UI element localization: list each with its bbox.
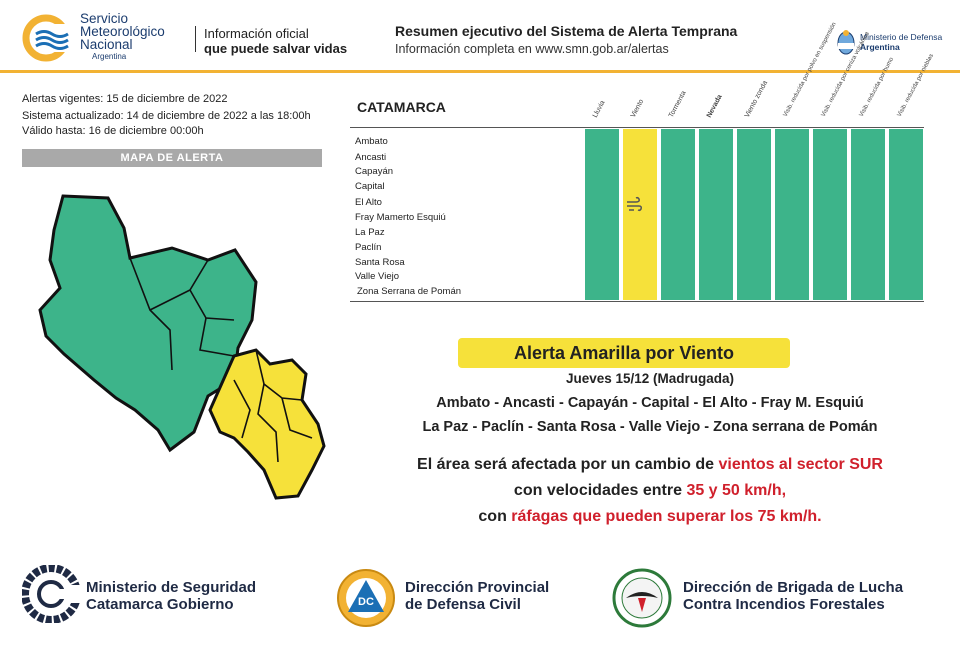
tagline: Información oficial que puede salvar vid… [204,26,347,56]
summary-title: Resumen ejecutivo del Sistema de Alerta … [395,23,738,39]
alert-level-cell-viento [623,129,657,300]
location-santa-rosa: Santa Rosa [355,257,405,268]
alert-zones-line1: Ambato - Ancasti - Capayán - Capital - E… [436,395,864,411]
smn-name-line1: Servicio [80,11,129,26]
civil-line2: de Defensa Civil [405,596,521,613]
smn-name: Servicio Meteorológico Nacional [80,11,165,52]
map-region-green [38,194,258,453]
brigada-name: Dirección de Brigada de Lucha Contra Inc… [683,579,903,613]
tagline-line1: Información oficial [204,26,309,41]
header-divider [195,26,196,52]
valid-until: Válido hasta: 16 de diciembre 00:00h [22,125,204,137]
location-la-paz: La Paz [355,227,385,238]
location-capayan: Capayán [355,166,394,177]
seguridad-line2: Catamarca Gobierno [86,596,234,613]
location-el-alto: El Alto [355,197,382,208]
header-accent-line [0,70,960,73]
defensa-civil-logo-icon: DC [337,569,395,627]
ministry-name: Ministerio de Defensa Argentina [860,32,942,52]
brigada-line2: Contra Incendios Forestales [683,596,885,613]
desc3-text: con [478,508,512,525]
alert-level-cell-tormenta [661,129,695,300]
location-zona-serrana-poman: Zona Serrana de Pomán [357,286,462,297]
defensa-civil-name: Dirección Provincial de Defensa Civil [405,579,549,613]
location-ambato: Ambato [355,136,388,147]
alert-validity-date: Alertas vigentes: 15 de diciembre de 202… [22,93,228,105]
desc1-text: El área será afectada por un cambio de [417,456,719,473]
alert-level-cell-visib-polvo [775,129,809,300]
location-valle-viejo: Valle Viejo [355,271,400,282]
alert-date: Jueves 15/12 (Madrugada) [565,371,735,386]
column-header-viento: Viento [629,98,646,119]
column-header-nevada: Nevada [705,93,724,119]
seguridad-logo-icon [22,565,80,623]
ministry-line2: Argentina [860,42,900,52]
alert-level-cell-visib-humo [851,129,885,300]
summary-link-text[interactable]: Información completa en www.smn.gob.ar/a… [395,42,669,56]
smn-name-line2: Meteorológico [80,24,165,39]
catamarca-alert-map [38,194,326,500]
desc2-text: con velocidades entre [513,482,687,499]
system-updated: Sistema actualizado: 14 de diciembre de … [22,110,311,122]
alert-level-cell-viento-zonda [737,129,771,300]
ministry-shield-icon [837,30,855,55]
alert-level-cell-visib-nieblas [889,129,923,300]
location-fray-mamerto-esquiu: Fray Mamerto Esquiú [355,212,446,223]
table-bottom-line [350,301,924,302]
seguridad-name: Ministerio de Seguridad Catamarca Gobier… [86,579,256,613]
alert-zones-line2: La Paz - Paclín - Santa Rosa - Valle Vie… [422,419,878,435]
location-ancasti: Ancasti [355,152,387,163]
location-capital: Capital [355,181,385,192]
civil-line1: Dirección Provincial [405,579,550,596]
location-paclin: Paclín [355,242,382,253]
desc1-highlight: vientos al sector SUR [718,456,883,473]
desc3-highlight: ráfagas que pueden superar los 75 km/h. [511,508,822,525]
ministry-line1: Ministerio de Defensa [860,32,943,42]
wind-icon [627,196,642,212]
column-header-lluvia: Lluvia [591,99,607,119]
alert-description-line2: con velocidades entre 35 y 50 km/h, [340,482,960,500]
province-title: CATAMARCA [357,99,446,115]
tagline-line2: que puede salvar vidas [204,41,348,56]
smn-country: Argentina [92,52,127,61]
column-header-viento-zonda: Viento zonda [743,79,770,119]
alert-level-cell-nevada [699,129,733,300]
desc2-highlight: 35 y 50 km/h, [686,482,787,499]
map-label: MAPA DE ALERTA [22,149,322,167]
defensa-civil-badge-text: DC [358,596,374,608]
table-top-line [350,127,924,128]
smn-logo-icon [22,14,74,62]
column-header-tormenta: Tormenta [667,89,688,119]
header-bar: Servicio Meteorológico Nacional Argentin… [0,0,960,72]
alert-level-cell-visib-ceniza [813,129,847,300]
brigada-line1: Dirección de Brigada de Lucha [683,579,904,596]
brigada-logo-icon [612,568,672,628]
seguridad-line1: Ministerio de Seguridad [86,579,257,596]
smn-name-line3: Nacional [80,37,133,52]
alert-level-cell-lluvia [585,129,619,300]
alert-description-line1: El área será afectada por un cambio de v… [340,456,960,474]
alert-title: Alerta Amarilla por Viento [458,338,790,368]
alert-description-line3: con ráfagas que pueden superar los 75 km… [340,508,960,526]
